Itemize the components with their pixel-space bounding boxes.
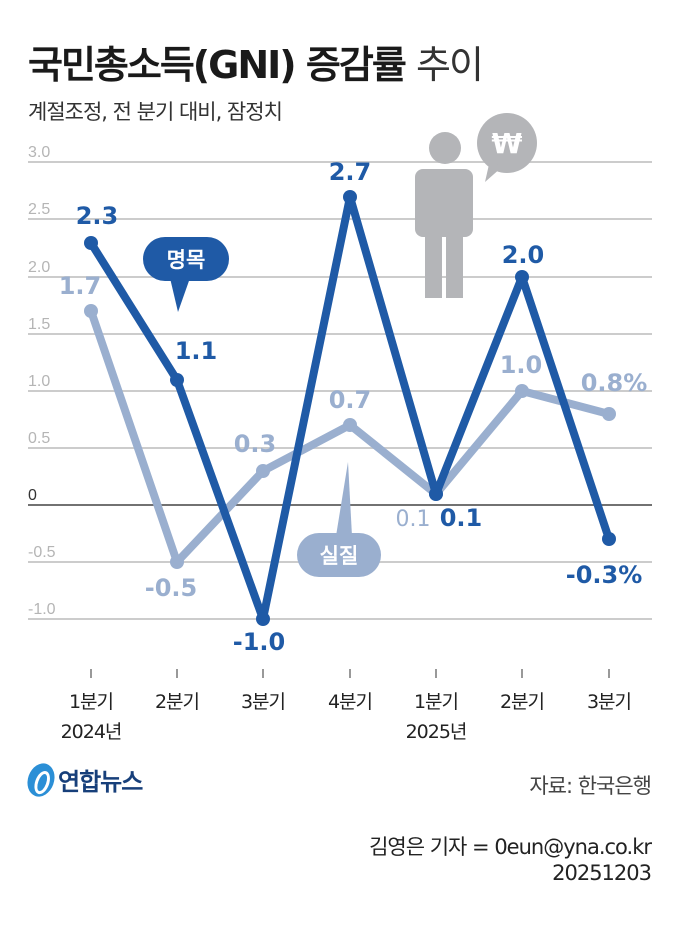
- svg-text:3분기: 3분기: [241, 691, 285, 713]
- series-nominal: [84, 190, 616, 626]
- svg-text:₩: ₩: [492, 127, 523, 160]
- labels-nominal: 2.3 1.1 -1.0 2.7 0.1 2.0 -0.3%: [76, 158, 643, 656]
- chart-title: 국민총소득(GNI) 증감률 추이: [28, 34, 484, 89]
- svg-text:2.5: 2.5: [28, 201, 50, 218]
- svg-text:2.7: 2.7: [329, 158, 372, 186]
- svg-text:0.1: 0.1: [440, 504, 483, 532]
- svg-text:-1.0: -1.0: [233, 628, 285, 656]
- svg-text:0.7: 0.7: [329, 386, 372, 414]
- svg-text:-0.3%: -0.3%: [566, 561, 643, 589]
- labels-real: 1.7 -0.5 0.3 0.7 0.1 1.0 0.8%: [59, 272, 648, 602]
- svg-text:-0.5: -0.5: [28, 544, 56, 561]
- svg-text:1분기: 1분기: [69, 691, 113, 713]
- source-note: 자료: 한국은행: [529, 774, 652, 798]
- svg-text:명목: 명목: [167, 248, 206, 272]
- publish-date: 20251203: [552, 861, 652, 885]
- svg-text:2분기: 2분기: [155, 691, 199, 713]
- svg-text:0.5: 0.5: [28, 430, 50, 447]
- svg-text:4분기: 4분기: [328, 691, 372, 713]
- person-icon: [415, 132, 473, 298]
- x-axis-labels: 1분기 2024년 2분기 3분기 4분기 1분기 2025년 2분기 3분기: [61, 691, 632, 743]
- title-light: 추이: [416, 43, 484, 87]
- legend-bubble-nominal: 명목: [143, 237, 229, 312]
- y-axis-ticks: 3.0 2.5 2.0 1.5 1.0 0.5 0 -0.5 -1.0: [28, 144, 56, 618]
- reporter-credit: 김영은 기자 = 0eun@yna.co.kr: [369, 835, 652, 859]
- svg-text:0.8%: 0.8%: [581, 369, 648, 397]
- svg-text:0: 0: [28, 487, 37, 504]
- svg-text:2.0: 2.0: [502, 241, 545, 269]
- x-axis-ticks: [90, 669, 610, 678]
- yonhap-logo: 연합뉴스: [22, 759, 143, 800]
- svg-text:2분기: 2분기: [500, 691, 544, 713]
- svg-text:2.3: 2.3: [76, 202, 119, 230]
- svg-text:1.0: 1.0: [500, 351, 543, 379]
- yonhap-logo-icon: [22, 759, 60, 800]
- won-icon: ₩: [477, 113, 537, 182]
- svg-text:1.5: 1.5: [28, 316, 50, 333]
- legend-bubble-real: 실질: [297, 462, 381, 577]
- svg-text:1분기: 1분기: [414, 691, 458, 713]
- title-bold: 국민총소득(GNI) 증감률: [28, 43, 407, 87]
- svg-text:-0.5: -0.5: [145, 574, 197, 602]
- svg-text:3.0: 3.0: [28, 144, 50, 161]
- gridlines: [28, 161, 652, 620]
- svg-text:-1.0: -1.0: [28, 601, 56, 618]
- svg-text:1.0: 1.0: [28, 373, 50, 390]
- svg-text:2.0: 2.0: [28, 259, 50, 276]
- svg-text:2025년: 2025년: [406, 721, 467, 743]
- svg-text:0.3: 0.3: [234, 430, 277, 458]
- svg-text:3분기: 3분기: [587, 691, 631, 713]
- chart-subtitle: 계절조정, 전 분기 대비, 잠정치: [28, 100, 283, 124]
- logo-text: 연합뉴스: [58, 768, 143, 796]
- credit-block: 김영은 기자 = 0eun@yna.co.kr 20251203: [369, 834, 652, 886]
- svg-text:0.1: 0.1: [396, 507, 431, 532]
- line-chart: 3.0 2.5 2.0 1.5 1.0 0.5 0 -0.5 -1.0 ₩: [28, 113, 652, 743]
- svg-text:실질: 실질: [320, 544, 359, 568]
- svg-text:2024년: 2024년: [61, 721, 122, 743]
- svg-text:1.7: 1.7: [59, 272, 102, 300]
- svg-text:1.1: 1.1: [175, 337, 218, 365]
